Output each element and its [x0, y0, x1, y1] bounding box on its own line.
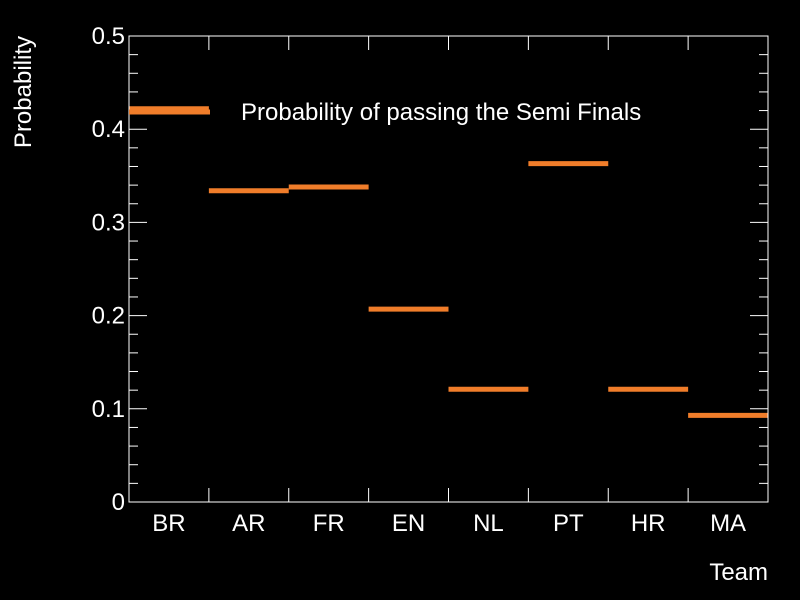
y-tick-label: 0.1 — [92, 396, 125, 423]
x-axis: BR AR FR EN NL PT HR MA — [152, 36, 746, 537]
x-tick-label: HR — [631, 510, 666, 537]
legend: Probability of passing the Semi Finals — [129, 99, 641, 126]
y-tick-label: 0.5 — [92, 23, 125, 50]
x-tick-label: MA — [710, 510, 746, 537]
legend-label: Probability of passing the Semi Finals — [241, 99, 641, 126]
x-tick-label: PT — [553, 510, 584, 537]
y-tick-label: 0.2 — [92, 303, 125, 330]
y-tick-label: 0 — [112, 489, 125, 516]
y-tick-label: 0.3 — [92, 209, 125, 236]
y-tick-label: 0.4 — [92, 116, 125, 143]
x-tick-label: BR — [152, 510, 185, 537]
x-tick-label: EN — [392, 510, 425, 537]
data-marks — [129, 106, 768, 418]
y-axis: 0 0.1 0.2 0.3 0.4 0.5 — [92, 23, 768, 516]
x-tick-label: FR — [313, 510, 345, 537]
x-axis-title: Team — [709, 559, 768, 586]
x-tick-label: AR — [232, 510, 265, 537]
y-axis-title: Probability — [10, 36, 37, 148]
x-tick-label: NL — [473, 510, 504, 537]
